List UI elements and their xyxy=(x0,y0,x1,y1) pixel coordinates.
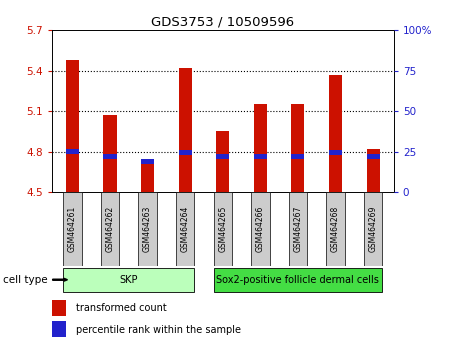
Text: GSM464268: GSM464268 xyxy=(331,206,340,252)
Bar xyxy=(104,154,117,159)
Bar xyxy=(326,192,345,267)
Text: Sox2-positive follicle dermal cells: Sox2-positive follicle dermal cells xyxy=(216,275,379,285)
Text: GSM464262: GSM464262 xyxy=(105,206,114,252)
Bar xyxy=(101,192,119,267)
Text: GSM464265: GSM464265 xyxy=(218,206,227,252)
Bar xyxy=(52,299,66,316)
Text: SKP: SKP xyxy=(120,275,138,285)
Bar xyxy=(179,150,192,155)
Text: GSM464261: GSM464261 xyxy=(68,206,77,252)
Bar xyxy=(52,321,66,337)
Text: GSM464264: GSM464264 xyxy=(180,206,189,252)
Bar xyxy=(251,192,270,267)
Bar xyxy=(104,115,117,192)
Text: cell type: cell type xyxy=(3,275,47,285)
Text: transformed count: transformed count xyxy=(76,303,167,313)
Bar xyxy=(216,154,230,159)
Text: GSM464267: GSM464267 xyxy=(293,206,302,252)
Bar xyxy=(66,60,79,192)
Bar xyxy=(141,159,154,164)
Bar xyxy=(66,149,79,154)
Bar xyxy=(366,154,380,159)
Bar xyxy=(141,161,154,192)
Bar xyxy=(214,268,382,292)
Bar xyxy=(254,104,267,192)
Bar xyxy=(216,131,230,192)
Bar xyxy=(291,154,305,159)
Bar xyxy=(179,68,192,192)
Bar xyxy=(364,192,382,267)
Text: percentile rank within the sample: percentile rank within the sample xyxy=(76,325,241,335)
Bar xyxy=(254,154,267,159)
Text: GSM464269: GSM464269 xyxy=(369,206,378,252)
Bar xyxy=(329,150,342,155)
Text: GSM464266: GSM464266 xyxy=(256,206,265,252)
Bar xyxy=(289,192,307,267)
Text: GSM464263: GSM464263 xyxy=(143,206,152,252)
Bar xyxy=(214,192,232,267)
Bar xyxy=(63,268,194,292)
Bar xyxy=(139,192,157,267)
Title: GDS3753 / 10509596: GDS3753 / 10509596 xyxy=(151,16,294,29)
Bar xyxy=(366,149,380,192)
Bar xyxy=(176,192,194,267)
Bar xyxy=(291,104,305,192)
Bar xyxy=(63,192,81,267)
Bar xyxy=(329,75,342,192)
